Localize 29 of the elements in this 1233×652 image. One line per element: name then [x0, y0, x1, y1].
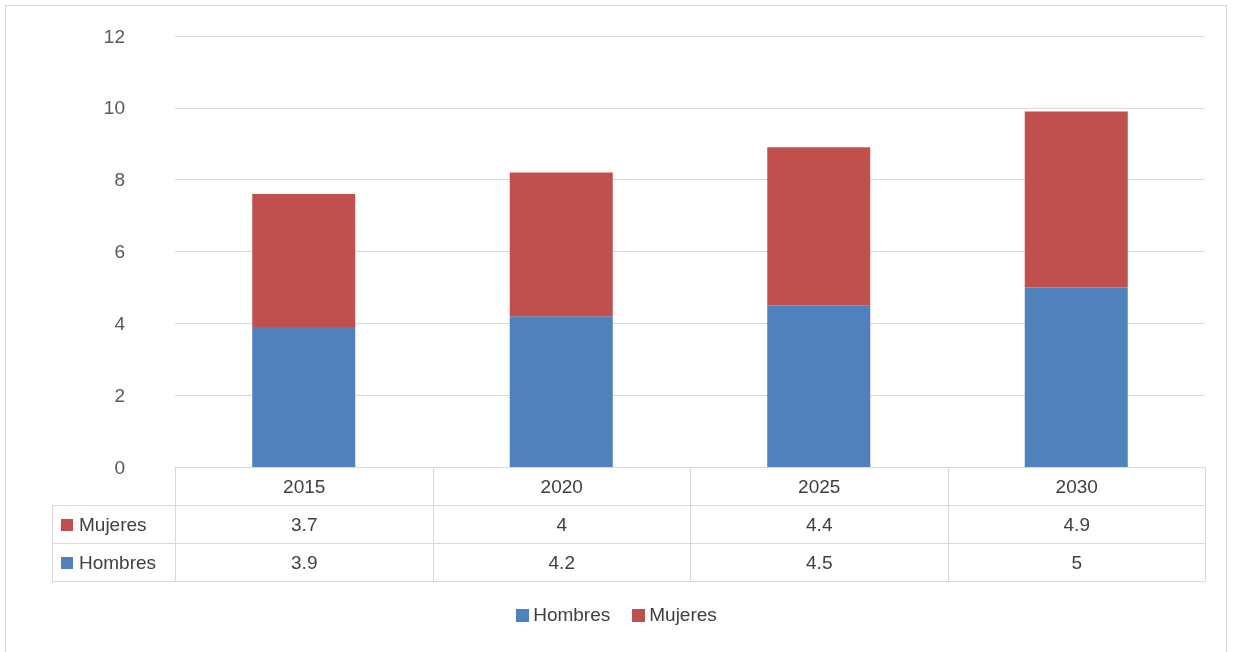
- y-tick-label: 0: [114, 456, 125, 478]
- y-tick-label: 8: [114, 169, 125, 191]
- data-label: 5: [1071, 551, 1083, 574]
- y-tick-label: 4: [114, 312, 126, 334]
- data-label: 4: [556, 513, 568, 536]
- data-label: 4.9: [1063, 513, 1090, 536]
- bar: [767, 305, 871, 467]
- x-tick-label: 2020: [540, 475, 583, 498]
- data-label: 3.7: [291, 513, 318, 536]
- legend-label: Hombres: [78, 551, 157, 574]
- data-label: 4.4: [806, 513, 833, 536]
- y-tick-label: 10: [103, 97, 125, 119]
- x-tick-label: 2015: [283, 475, 326, 498]
- bar: [252, 194, 356, 327]
- data-label: 3.9: [291, 551, 318, 574]
- bar: [767, 147, 871, 306]
- y-tick-label: 2: [114, 384, 125, 406]
- text: Mujeres: [649, 604, 717, 625]
- data-label: 4.5: [806, 551, 833, 574]
- bar: [509, 316, 613, 467]
- bar: [509, 172, 613, 317]
- y-tick-label: 6: [114, 241, 125, 262]
- bar: [1024, 111, 1128, 288]
- y-tick-label: 12: [103, 25, 125, 47]
- x-tick-label: 2030: [1055, 475, 1098, 498]
- text: Hombres: [533, 604, 611, 625]
- x-tick-label: 2025: [798, 475, 841, 498]
- legend-label: Mujeres: [78, 513, 147, 536]
- data-label: 4.2: [548, 551, 575, 574]
